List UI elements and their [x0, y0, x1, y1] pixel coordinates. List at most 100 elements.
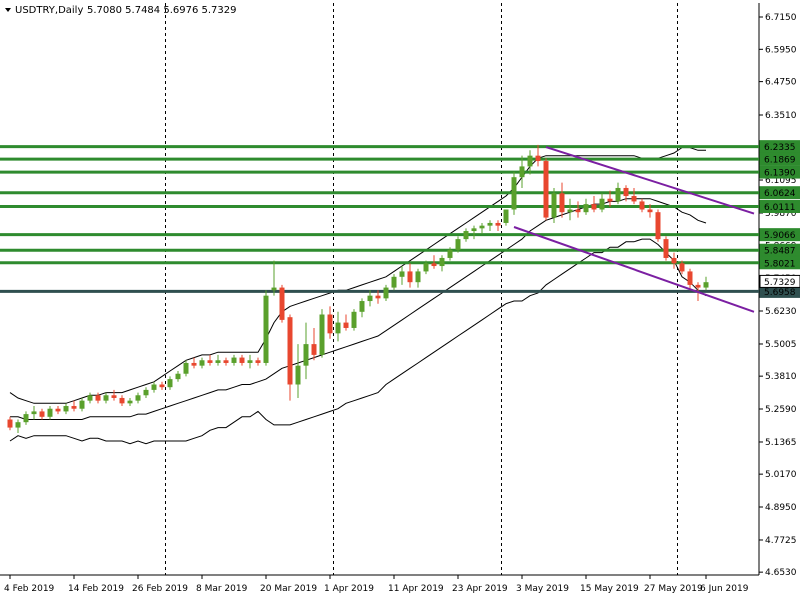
- level-price-label: 6.0624: [759, 186, 800, 200]
- candle-body: [591, 204, 597, 210]
- candle: [623, 185, 629, 202]
- candle: [679, 260, 685, 275]
- price-label-text: 5.8487: [764, 247, 796, 257]
- candle-body: [327, 314, 333, 334]
- candle: [663, 236, 669, 261]
- time-tick-label: 11 Apr 2019: [388, 584, 444, 594]
- time-tick-label: 3 May 2019: [516, 584, 569, 594]
- candle: [119, 395, 125, 407]
- candle-body: [223, 360, 229, 363]
- candle-body: [471, 228, 477, 232]
- price-tick-label: 5.2590: [765, 405, 797, 415]
- candle-body: [279, 287, 285, 320]
- candle: [631, 187, 637, 205]
- candle-body: [511, 177, 517, 210]
- candlesticks: [7, 144, 709, 433]
- candle-body: [183, 362, 189, 374]
- candle-body: [399, 271, 405, 277]
- candle: [655, 209, 661, 242]
- candle: [47, 406, 53, 420]
- candle: [287, 314, 293, 401]
- price-tick-label: 5.3810: [765, 372, 797, 382]
- candle-body: [503, 209, 509, 223]
- time-tick-label: 14 Feb 2019: [68, 584, 124, 594]
- candle-body: [143, 389, 149, 396]
- candle: [327, 306, 333, 339]
- candle: [239, 354, 245, 366]
- candle-body: [407, 271, 413, 283]
- candle: [391, 274, 397, 291]
- candle: [447, 247, 453, 261]
- candle: [503, 209, 509, 226]
- level-price-label: 6.2335: [759, 140, 800, 154]
- price-tick-label: 4.8950: [765, 503, 797, 513]
- candle: [87, 392, 93, 404]
- candle-body: [215, 360, 221, 363]
- candle: [223, 357, 229, 366]
- candle: [487, 220, 493, 232]
- candle-body: [359, 301, 365, 312]
- time-tick-label: 15 May 2019: [580, 584, 639, 594]
- candle-body: [575, 209, 581, 213]
- candle-body: [351, 311, 357, 328]
- candle-body: [231, 357, 237, 363]
- price-label-text: 5.6958: [764, 288, 796, 298]
- time-tick-label: 23 Apr 2019: [452, 584, 508, 594]
- candle-body: [583, 204, 589, 213]
- channel-lower-line[interactable]: [513, 226, 755, 313]
- candle-body: [63, 406, 69, 412]
- price-label-text: 6.2335: [764, 143, 796, 153]
- price-tick-label: 4.7725: [765, 536, 797, 546]
- candle-body: [199, 360, 205, 366]
- channel-upper-line[interactable]: [545, 146, 755, 215]
- candle-body: [495, 222, 501, 226]
- candle: [607, 190, 613, 207]
- candle-body: [303, 344, 309, 366]
- candle: [175, 371, 181, 382]
- period-separators: [165, 3, 678, 575]
- candle-body: [95, 395, 101, 401]
- candle: [255, 357, 261, 366]
- time-tick-label: 20 Mar 2019: [260, 584, 317, 594]
- triangle-down-icon[interactable]: [5, 8, 11, 12]
- candle: [359, 298, 365, 318]
- price-axis[interactable]: 6.71506.59506.47506.35106.23106.10955.98…: [759, 13, 800, 578]
- horizontal-levels[interactable]: [0, 145, 759, 293]
- price-tick-label: 5.9870: [765, 209, 797, 219]
- candle: [343, 314, 349, 331]
- candle: [319, 309, 325, 358]
- time-axis[interactable]: 4 Feb 2019 14 Feb 2019 26 Feb 2019 8 Mar 20…: [4, 575, 749, 594]
- price-label-text: 6.0111: [764, 203, 796, 213]
- candle: [519, 155, 525, 188]
- candle-body: [599, 198, 605, 210]
- candle-body: [607, 198, 613, 202]
- time-tick-label: 1 Apr 2019: [324, 584, 374, 594]
- candle-body: [7, 419, 13, 428]
- time-tick-label: 6 Jun 2019: [700, 584, 749, 594]
- candle: [639, 198, 645, 213]
- price-label-box: [759, 228, 800, 242]
- candle-body: [383, 287, 389, 299]
- band-lower-line: [9, 238, 707, 445]
- level-price-label: 5.8487: [759, 243, 800, 257]
- trend-channel[interactable]: [513, 146, 755, 313]
- candle: [79, 397, 85, 412]
- candle: [351, 309, 357, 331]
- candle-body: [55, 408, 61, 412]
- candle: [567, 198, 573, 221]
- candle-body: [311, 344, 317, 355]
- candle-body: [151, 384, 157, 390]
- candle-body: [135, 395, 141, 401]
- chart-header: USDTRY,Daily 5.7080 5.7484 5.6976 5.7329: [5, 5, 237, 16]
- candle: [215, 354, 221, 366]
- candle: [383, 284, 389, 302]
- candle: [135, 392, 141, 404]
- candle-body: [263, 295, 269, 363]
- candle-body: [655, 212, 661, 240]
- candle: [71, 400, 77, 412]
- level-price-label: 5.9066: [759, 228, 800, 242]
- candle-body: [79, 400, 85, 409]
- candle-body: [551, 193, 557, 218]
